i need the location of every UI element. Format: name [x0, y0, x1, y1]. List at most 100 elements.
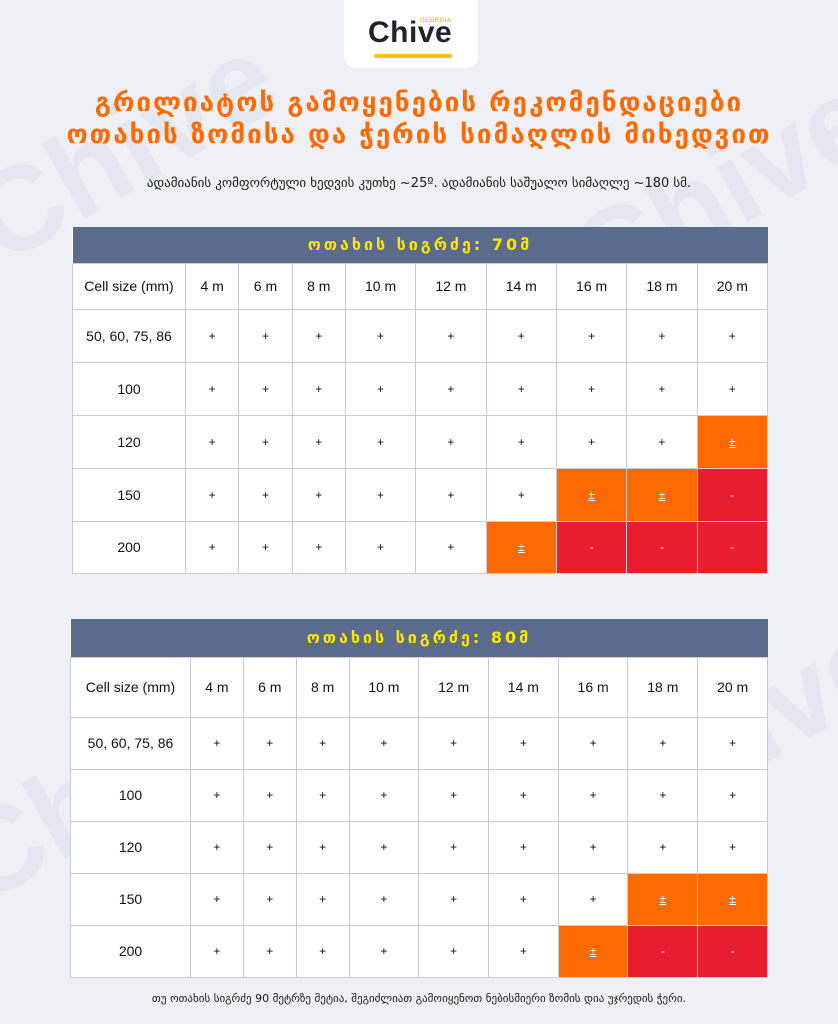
cell-recommended: + — [488, 872, 559, 926]
column-header: 4 m — [184, 262, 240, 310]
cell-recommended: + — [485, 308, 557, 363]
cell-recommended: + — [488, 820, 559, 874]
table-header: ოთახის სიგრძე: 80მ — [70, 619, 768, 657]
cell-recommended: + — [415, 414, 487, 469]
cell-recommended: + — [190, 924, 244, 978]
cell-recommended: + — [415, 467, 487, 522]
row-label: 50, 60, 75, 86 — [72, 308, 186, 363]
cell-recommended: + — [238, 467, 293, 522]
cell-recommended: + — [627, 820, 699, 874]
row-label: 50, 60, 75, 86 — [70, 716, 191, 770]
table-row: 50, 60, 75, 86 + + + + + + + + + — [72, 308, 769, 363]
column-header: 6 m — [242, 656, 297, 718]
cell-recommended: + — [295, 716, 350, 770]
table-row: 120 + + + + + + + + + — [70, 820, 768, 874]
table-header: ოთახის სიგრძე: 70მ — [72, 227, 768, 263]
column-header: 10 m — [348, 656, 420, 718]
cell-recommended: + — [557, 768, 629, 822]
brand-sub: GEORGIA — [420, 18, 452, 24]
cell-recommended: + — [348, 872, 420, 926]
cell-recommended: + — [627, 716, 699, 770]
cell-recommended: + — [696, 361, 769, 416]
cell-recommended: + — [348, 924, 420, 978]
cell-recommended: + — [190, 872, 244, 926]
row-label: 100 — [70, 768, 191, 822]
cell-recommended: + — [696, 308, 769, 363]
cell-partial: ± — [696, 414, 769, 469]
cell-recommended: + — [238, 361, 293, 416]
cell-recommended: + — [557, 716, 629, 770]
cell-recommended: + — [418, 820, 489, 874]
cell-partial: ± — [485, 520, 557, 574]
cell-recommended: + — [348, 768, 420, 822]
cell-recommended: + — [184, 414, 240, 469]
column-header: 6 m — [238, 262, 293, 310]
cell-recommended: + — [238, 414, 293, 469]
cell-recommended: + — [555, 414, 628, 469]
column-header: 12 m — [415, 262, 487, 310]
cell-not-recommended: - — [555, 520, 628, 574]
column-header: 8 m — [295, 656, 350, 718]
table-row: 100 + + + + + + + + + — [70, 768, 768, 822]
row-label: 200 — [72, 520, 186, 574]
subtitle: ადამიანის კომფორტული ხედვის კუთხე ~25º. … — [146, 176, 692, 191]
cell-recommended: + — [291, 361, 346, 416]
cell-partial: ± — [627, 872, 699, 926]
row-label: 120 — [70, 820, 191, 874]
cell-not-recommended: - — [697, 924, 768, 978]
cell-recommended: + — [242, 820, 297, 874]
cell-recommended: + — [242, 872, 297, 926]
cell-recommended: + — [626, 361, 698, 416]
table-row: 120 + + + + + + + + ± — [72, 414, 769, 469]
cell-recommended: + — [344, 520, 417, 574]
column-header: 18 m — [626, 262, 698, 310]
column-header-cell-size: Cell size (mm) — [72, 262, 186, 310]
column-header: 20 m — [697, 656, 768, 718]
cell-recommended: + — [555, 361, 628, 416]
cell-recommended: + — [488, 924, 559, 978]
cell-recommended: + — [344, 308, 417, 363]
column-header: 14 m — [485, 262, 557, 310]
brand-logo: Chive — [368, 16, 453, 49]
cell-partial: ± — [697, 872, 768, 926]
row-label: 120 — [72, 414, 186, 469]
cell-recommended: + — [184, 520, 240, 574]
cell-recommended: + — [697, 820, 768, 874]
cell-recommended: + — [557, 820, 629, 874]
row-label: 150 — [70, 872, 191, 926]
cell-recommended: + — [295, 924, 350, 978]
logo-underline — [374, 54, 452, 58]
cell-recommended: + — [626, 414, 698, 469]
column-header: 18 m — [627, 656, 699, 718]
cell-recommended: + — [485, 467, 557, 522]
column-header-cell-size: Cell size (mm) — [70, 656, 191, 718]
cell-recommended: + — [238, 520, 293, 574]
column-header: 16 m — [557, 656, 629, 718]
cell-not-recommended: - — [696, 467, 769, 522]
table-row: 200 + + + + + ± - - - — [72, 520, 769, 574]
column-header: 14 m — [488, 656, 559, 718]
cell-recommended: + — [238, 308, 293, 363]
cell-not-recommended: - — [626, 520, 698, 574]
column-header: 10 m — [344, 262, 417, 310]
cell-recommended: + — [418, 924, 489, 978]
table-row: 50, 60, 75, 86 + + + + + + + + + — [70, 716, 768, 770]
footer-note: თუ ოთახის სიგრძე 90 მეტრზე მეტია, შეგიძლ… — [151, 992, 687, 1005]
cell-recommended: + — [190, 716, 244, 770]
page-title-line2: ოთახის ზომისა და ჭერის სიმაღლის მიხედვით — [66, 120, 772, 150]
cell-recommended: + — [184, 467, 240, 522]
cell-recommended: + — [627, 768, 699, 822]
column-header: 8 m — [291, 262, 346, 310]
cell-recommended: + — [291, 520, 346, 574]
cell-recommended: + — [291, 467, 346, 522]
cell-recommended: + — [291, 414, 346, 469]
cell-recommended: + — [697, 716, 768, 770]
cell-recommended: + — [295, 872, 350, 926]
cell-recommended: + — [295, 768, 350, 822]
column-header: 4 m — [190, 656, 244, 718]
row-label: 150 — [72, 467, 186, 522]
cell-recommended: + — [242, 768, 297, 822]
cell-recommended: + — [415, 361, 487, 416]
cell-recommended: + — [485, 414, 557, 469]
column-header: 16 m — [555, 262, 628, 310]
